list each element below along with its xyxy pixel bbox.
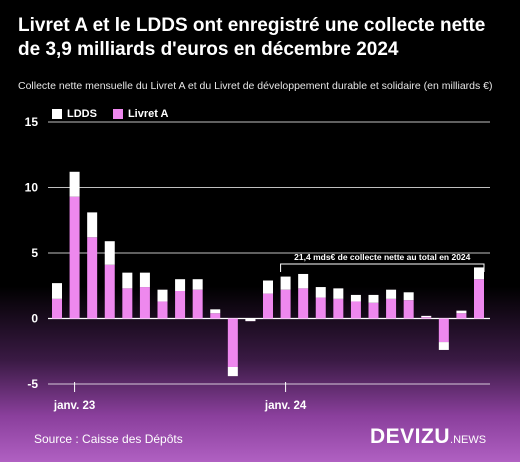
bar-ldds: [87, 212, 98, 238]
chart-title: Livret A et le LDDS ont enregistré une c…: [18, 15, 486, 60]
grid-layer: [48, 121, 490, 385]
legend-label-livret-a: Livret A: [127, 108, 169, 120]
bar-ldds: [474, 267, 484, 280]
bar-ldds: [104, 241, 115, 265]
bar-ldds: [192, 279, 203, 290]
bar-livret-a: [386, 298, 397, 319]
bar-livret-a: [474, 279, 484, 319]
bar-livret-a: [280, 289, 291, 319]
bar-livret-a: [157, 301, 168, 319]
annotation-layer: 21,4 mds€ de collecte nette au total en …: [280, 252, 485, 272]
bar-ldds: [315, 287, 326, 298]
bar-livret-a: [315, 297, 326, 319]
bar-livret-a: [403, 300, 414, 319]
bar-livret-a: [456, 313, 467, 319]
bar-ldds: [333, 288, 344, 299]
bar-ldds: [157, 289, 168, 302]
bar-livret-a: [87, 237, 98, 319]
bar-livret-a: [438, 318, 449, 343]
legend-swatch-ldds: [52, 109, 62, 119]
bar-ldds: [210, 309, 221, 314]
bar-ldds: [122, 272, 133, 289]
bar-ldds: [421, 315, 432, 318]
bar-ldds: [245, 318, 256, 322]
y-tick-label: 5: [31, 246, 38, 260]
annotation-label: 21,4 mds€ de collecte nette au total en …: [294, 252, 470, 262]
bar-ldds: [350, 294, 361, 302]
annotation-bracket: [280, 263, 485, 272]
bar-livret-a: [350, 301, 361, 319]
brand-suffix: .NEWS: [450, 434, 487, 446]
bar-livret-a: [210, 313, 221, 319]
bar-ldds: [438, 342, 449, 350]
legend-label-ldds: LDDS: [67, 108, 97, 120]
bar-ldds: [386, 289, 397, 299]
bar-layer: [52, 171, 484, 377]
bar-ldds: [227, 366, 238, 377]
brand-name: DEVIZU: [370, 425, 451, 448]
bar-ldds: [69, 171, 80, 197]
bar-livret-a: [298, 288, 309, 319]
bar-livret-a: [69, 196, 80, 319]
bar-livret-a: [263, 293, 273, 319]
legend-item-ldds: LDDS: [52, 108, 97, 120]
bar-ldds: [52, 283, 62, 299]
legend-swatch-livret-a: [112, 109, 123, 119]
bar-ldds: [139, 272, 150, 288]
bar-livret-a: [175, 290, 186, 319]
bar-ldds: [368, 294, 379, 303]
x-tick-label: janv. 23: [53, 400, 95, 412]
bar-livret-a: [104, 264, 115, 319]
bar-livret-a: [333, 298, 344, 319]
legend-item-livret-a: Livret A: [112, 108, 169, 120]
bar-ldds: [456, 310, 467, 314]
axis-layer: -5 0 5 10 15 janv. 23 janv. 24: [25, 115, 307, 412]
chart-subtitle: Collecte nette mensuelle du Livret A et …: [18, 80, 493, 92]
bar-livret-a: [368, 302, 379, 319]
bar-livret-a: [122, 288, 133, 319]
bar-ldds: [175, 279, 186, 291]
bar-ldds: [263, 280, 273, 294]
brand-logo: DEVIZU.NEWS: [370, 425, 486, 449]
bar-ldds: [280, 276, 291, 290]
bar-livret-a: [139, 287, 150, 319]
source-note: Source : Caisse des Dépôts: [34, 432, 183, 446]
y-tick-label: -5: [27, 377, 38, 391]
x-tick-label: janv. 24: [264, 400, 307, 412]
y-tick-label: 0: [31, 312, 38, 326]
y-tick-label: 10: [25, 181, 39, 195]
bar-ldds: [298, 273, 309, 289]
bar-livret-a: [52, 298, 62, 319]
bar-livret-a: [227, 318, 238, 367]
bar-livret-a: [192, 289, 203, 319]
bar-ldds: [403, 292, 414, 301]
y-tick-label: 15: [25, 115, 39, 129]
bar-livret-a: [421, 317, 432, 319]
chart-legend: LDDS Livret A: [52, 108, 169, 120]
